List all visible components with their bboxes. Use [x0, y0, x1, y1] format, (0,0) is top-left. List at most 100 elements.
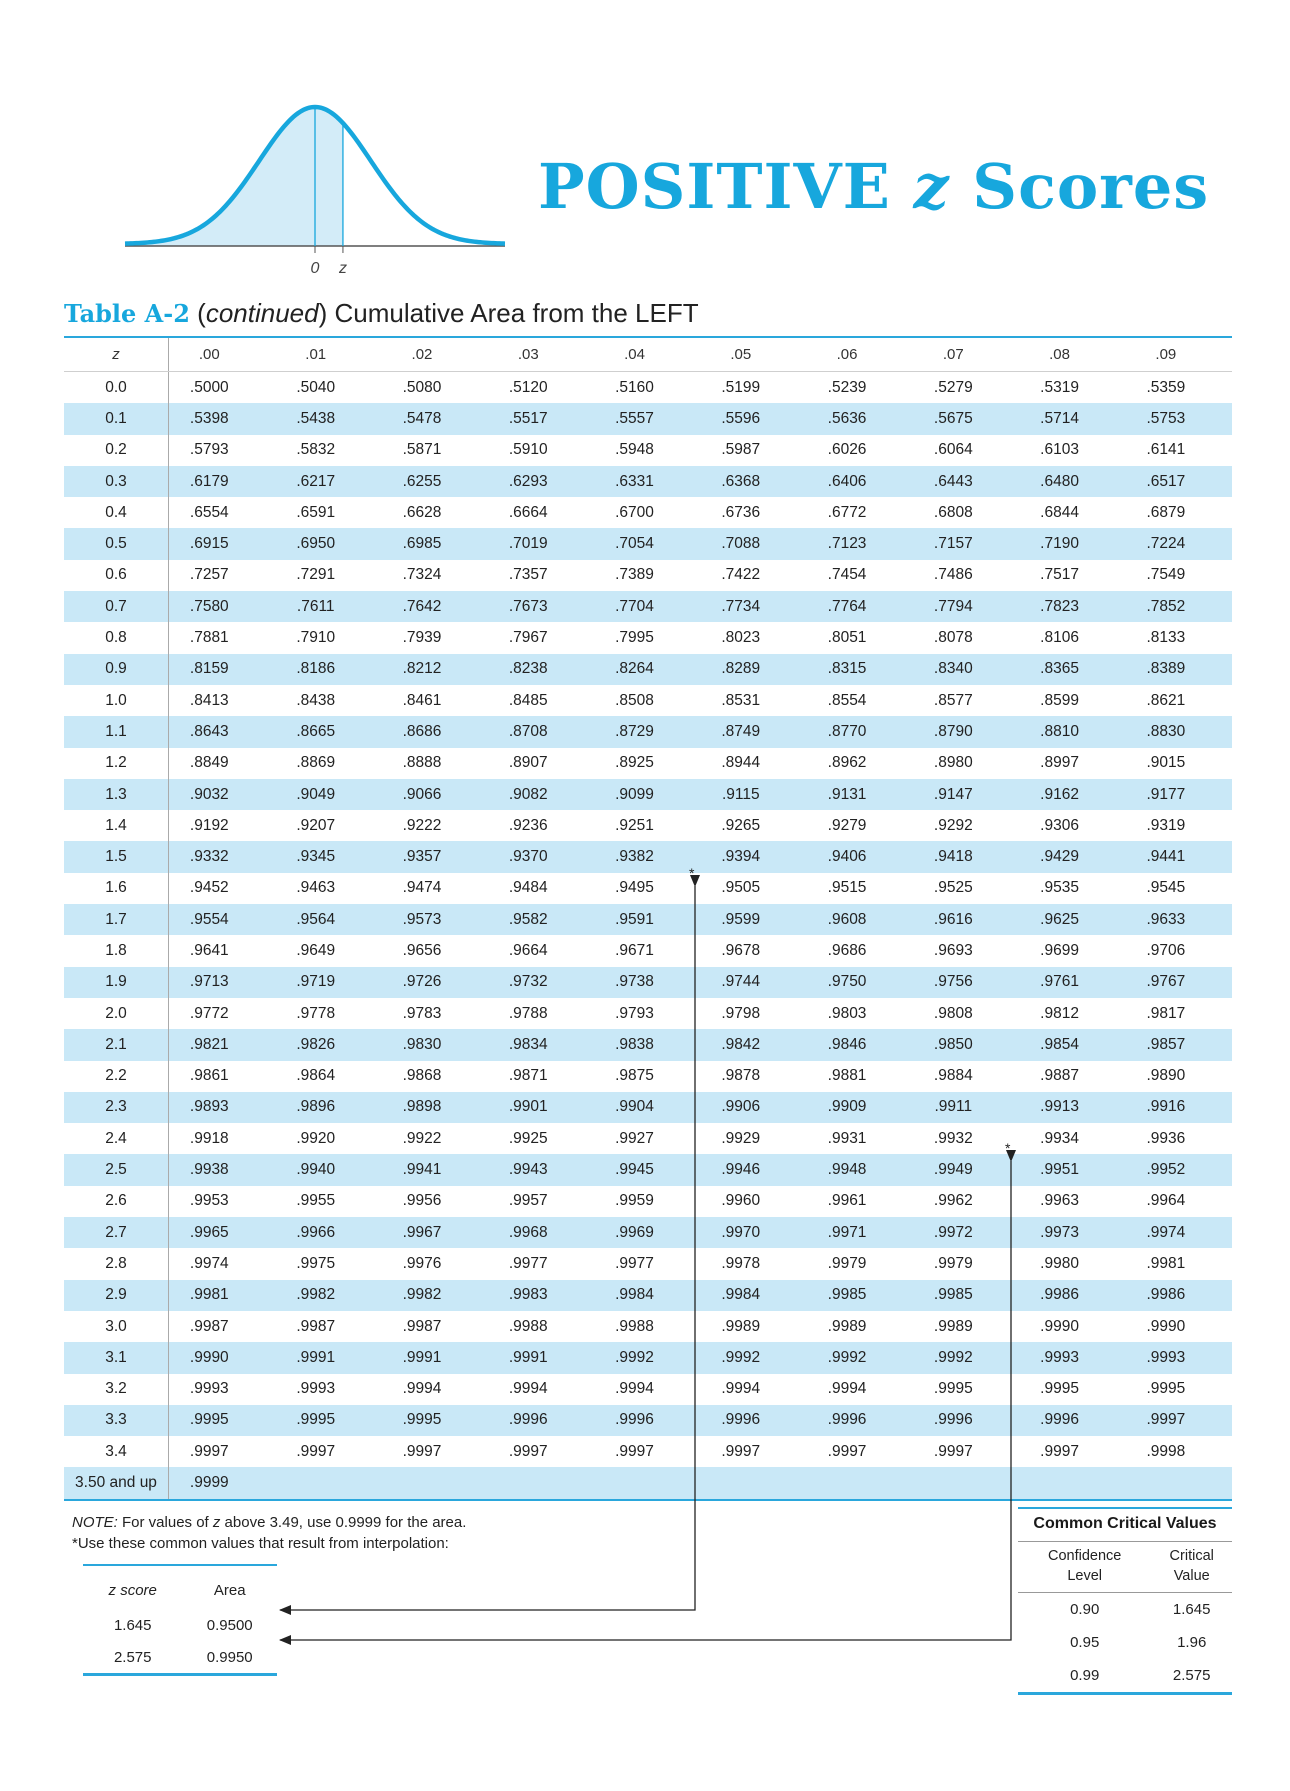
area-cell: .9990 [1146, 1317, 1186, 1335]
area-cell: .7019 [488, 528, 595, 560]
area-cell: .7357 [508, 566, 548, 584]
area-cell: .8729 [594, 716, 701, 748]
z-value-cell: 2.0 [64, 997, 169, 1030]
interp-cell: 1.645 [113, 1616, 152, 1634]
area-cell: .6217 [275, 465, 382, 498]
area-cell: .6406 [806, 465, 914, 498]
area-cell: .8365 [1019, 653, 1126, 685]
area-cell: .9931 [827, 1129, 867, 1147]
area-cell: .7580 [168, 591, 276, 623]
table-caption: Table A-2 (continued) Cumulative Area fr… [64, 298, 699, 328]
area-cell: .9995 [1040, 1380, 1079, 1398]
area-cell: .6517 [1125, 465, 1232, 498]
area-cell: .7734 [700, 591, 807, 623]
area-cell: .6879 [1146, 503, 1186, 521]
table-row: 1.3.9032.9049.9066.9082.9099.9115.9131.9… [64, 778, 1232, 811]
interp-cell: 0.9950 [182, 1641, 277, 1676]
area-cell: .5199 [721, 378, 761, 396]
area-cell: .9812 [1040, 1004, 1079, 1022]
z-value-cell: 1.0 [64, 684, 169, 717]
area-cell: .9998 [1146, 1442, 1186, 1460]
area-cell: .8531 [721, 691, 761, 709]
area-cell: .9545 [1146, 879, 1186, 897]
area-cell: .6368 [700, 465, 807, 498]
critical-values-title: Common Critical Values [1018, 1507, 1232, 1541]
area-cell: .8485 [508, 691, 548, 709]
crit-cell: 1.645 [1172, 1601, 1211, 1618]
area-cell: .5040 [296, 378, 336, 396]
z-value-cell: 1.1 [64, 716, 169, 748]
area-cell: .7324 [402, 566, 442, 584]
z-value-cell: 1.6 [64, 872, 169, 905]
table-row: 0.8 .7881 .7910 .7939 .7967 .7995 .8023 .8051 .8… [64, 622, 1232, 654]
z-value-cell: 3.50 and up [64, 1467, 169, 1501]
interp-cell: 0.9500 [206, 1616, 253, 1634]
area-cell: .9441 [1125, 841, 1232, 873]
crit-cell: 0.99 [1018, 1659, 1152, 1695]
area-cell: .9418 [913, 841, 1020, 873]
area-cell: .9633 [1125, 904, 1232, 936]
z-value-cell: 2.6 [64, 1185, 169, 1218]
area-cell: .8389 [1125, 653, 1232, 685]
area-cell: .9963 [1040, 1192, 1079, 1210]
area-cell: .9772 [189, 1004, 229, 1022]
crit-header-confidence: Confidence Level [1018, 1541, 1152, 1593]
note-text-b: above 3.49, use 0.9999 for the area. [220, 1514, 467, 1531]
z-value-cell: 1.8 [64, 935, 169, 967]
area-cell: .9761 [1019, 966, 1126, 998]
table-row: 1.0 .8413 .8438 .8461 .8485 .8508 .8531 .8554 .8… [64, 684, 1232, 717]
area-cell: .7823 [1019, 591, 1126, 623]
area-cell: .6664 [508, 503, 548, 521]
area-cell: .8810 [1019, 716, 1126, 748]
area-cell: .9884 [933, 1067, 973, 1085]
area-cell: .9993 [1125, 1342, 1232, 1374]
area-cell: .5319 [1040, 378, 1079, 396]
area-cell: .9515 [827, 879, 867, 897]
area-cell: .5714 [1019, 403, 1126, 435]
area-cell: .9803 [827, 1004, 867, 1022]
table-row: 1.5.9332.9345.9357.9370.9382.9394.9406.9… [64, 841, 1232, 873]
area-cell: .5871 [402, 441, 442, 459]
z-value-cell: 2.9 [64, 1279, 169, 1311]
area-cell: .8749 [700, 716, 807, 748]
table-row: 0.7.7580.7611.7642.7673.7704.7734.7764.7… [64, 591, 1232, 623]
z-value-cell: 0.1 [64, 403, 169, 435]
area-cell: .9995 [168, 1404, 276, 1437]
area-cell: .7291 [296, 566, 336, 584]
area-cell: .7794 [913, 591, 1020, 623]
area-cell: .5478 [381, 403, 489, 435]
area-cell: .5987 [721, 441, 761, 459]
area-cell: .9641 [189, 941, 229, 959]
area-cell: .5910 [508, 441, 548, 459]
area-cell: .7673 [488, 591, 595, 623]
z-value-cell: 0.0 [64, 371, 169, 404]
area-cell: .9932 [933, 1129, 973, 1147]
z-value-cell: 3.0 [64, 1310, 169, 1343]
area-cell: .6026 [827, 441, 867, 459]
area-cell: .6985 [381, 528, 489, 560]
area-cell: .9699 [1040, 941, 1079, 959]
area-cell: .9986 [1125, 1279, 1232, 1311]
column-header: .01 [275, 337, 382, 372]
area-cell: .5636 [806, 403, 914, 435]
area-cell: .7422 [721, 566, 761, 584]
area-cell: .9909 [806, 1091, 914, 1124]
note-line-1: NOTE: For values of z above 3.49, use 0.… [72, 1512, 466, 1533]
area-cell: .8830 [1125, 716, 1232, 748]
interp-header-area: Area [213, 1581, 246, 1599]
area-cell: .7224 [1125, 528, 1232, 560]
crit-cell: 2.575 [1151, 1659, 1232, 1695]
area-cell: .6950 [275, 528, 382, 560]
area-cell: .9857 [1125, 1029, 1232, 1061]
area-cell: .5557 [594, 403, 701, 435]
caption-continued: continued [205, 298, 319, 328]
column-header: .06 [806, 337, 914, 372]
area-cell: .9131 [806, 778, 914, 811]
table-row: 0.2 .5793 .5832 .5871 .5910 .5948 .5987 .6026 .6… [64, 434, 1232, 466]
critical-row: 0.99 2.575 [1018, 1659, 1232, 1695]
area-cell: .9406 [806, 841, 914, 873]
z-value-cell: 2.8 [64, 1248, 169, 1280]
area-cell: .9251 [615, 816, 654, 834]
area-cell: .6480 [1019, 465, 1126, 498]
area-cell: .9706 [1146, 941, 1186, 959]
